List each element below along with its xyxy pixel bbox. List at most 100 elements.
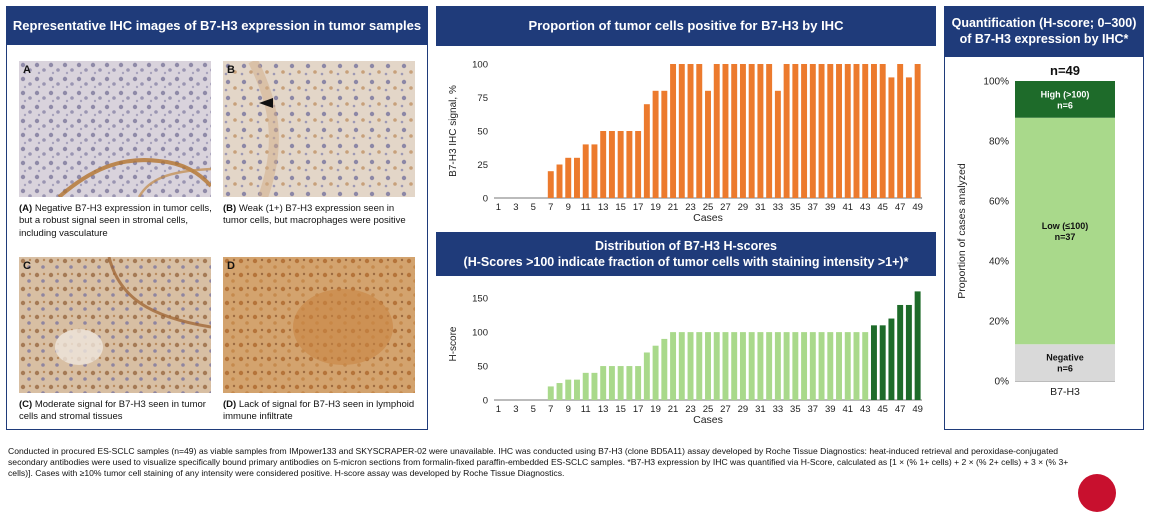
y-tick-label: 100%	[983, 77, 1009, 88]
quantification-title: Quantification (H-score; 0–300) of B7-H3…	[945, 7, 1143, 57]
ihc-image-d-graphic	[223, 257, 415, 393]
y-tick-label: 40%	[989, 257, 1009, 268]
x-tick-label: 47	[895, 202, 906, 213]
bar-case-29	[739, 332, 746, 400]
bar-case-30	[748, 332, 755, 400]
x-tick-label: 15	[615, 404, 626, 415]
y-tick-label: 0%	[995, 377, 1010, 388]
y-axis-label: B7-H3 IHC signal, %	[448, 85, 459, 177]
bar-case-24	[696, 332, 703, 400]
bar-case-23	[687, 64, 694, 198]
x-tick-label: 39	[825, 404, 836, 415]
bar-case-36	[801, 64, 808, 198]
x-tick-label: 21	[668, 202, 679, 213]
caption-text: Negative B7-H3 expression in tumor cells…	[19, 203, 212, 239]
x-axis-label: Cases	[693, 414, 723, 426]
bar-case-34	[783, 332, 790, 400]
bar-case-44	[870, 64, 877, 198]
x-tick-label: 31	[755, 202, 766, 213]
bar-case-38	[818, 64, 825, 198]
x-tick-label: 19	[650, 202, 661, 213]
x-tick-label: 11	[581, 404, 591, 415]
bar-case-46	[888, 318, 895, 400]
y-axis-label: Proportion of cases analyzed	[956, 163, 968, 299]
ihc-image-a: A	[19, 61, 211, 197]
chart2-title-text: Distribution of B7-H3 H-scores	[595, 238, 777, 253]
x-tick-label: 45	[877, 202, 888, 213]
bar-case-22	[678, 332, 685, 400]
caption-tag: (A)	[19, 203, 33, 214]
bar-case-42	[853, 332, 860, 400]
bar-case-35	[792, 64, 799, 198]
total-n-label: n=49	[1050, 63, 1080, 78]
bar-case-27	[722, 332, 729, 400]
bar-case-18	[643, 352, 650, 400]
bar-case-28	[731, 332, 738, 400]
bar-case-38	[818, 332, 825, 400]
x-tick-label: 41	[842, 404, 853, 415]
bar-case-22	[678, 64, 685, 198]
bar-case-39	[827, 64, 834, 198]
ihc-image-d: D	[223, 257, 415, 393]
bar-case-15	[617, 131, 624, 198]
bar-case-34	[783, 64, 790, 198]
bar-case-14	[608, 366, 615, 400]
bar-case-21	[670, 64, 677, 198]
bar-case-16	[626, 366, 633, 400]
x-tick-label: 45	[877, 404, 888, 415]
bar-case-28	[731, 64, 738, 198]
caption-a: (A) Negative B7-H3 expression in tumor c…	[19, 203, 215, 240]
x-tick-label: 31	[755, 404, 766, 415]
bar-case-9	[565, 157, 572, 198]
y-tick-label: 20%	[989, 317, 1009, 328]
bar-case-46	[888, 77, 895, 198]
x-tick-label: 29	[738, 404, 749, 415]
slide-number-badge	[1078, 474, 1116, 512]
x-tick-label: 5	[531, 404, 536, 415]
bar-case-18	[643, 104, 650, 198]
bar-case-13	[600, 131, 607, 198]
segment-n-label: n=6	[1057, 364, 1073, 374]
bar-case-30	[748, 64, 755, 198]
x-tick-label: 41	[842, 202, 853, 213]
bar-case-33	[774, 90, 781, 198]
segment-negative	[1015, 344, 1115, 381]
bar-case-36	[801, 332, 808, 400]
image-tag: D	[227, 260, 235, 272]
caption-text: Lack of signal for B7-H3 seen in lymphoi…	[223, 399, 415, 423]
x-tick-label: 43	[860, 202, 871, 213]
caption-text: Moderate signal for B7-H3 seen in tumor …	[19, 399, 206, 423]
ihc-image-b-graphic	[223, 61, 415, 197]
x-tick-label: 23	[685, 202, 696, 213]
bar-case-49	[914, 64, 921, 198]
x-tick-label: 27	[720, 202, 731, 213]
y-tick-label: 50	[477, 127, 488, 138]
segment-low	[1015, 117, 1115, 345]
image-tag: B	[227, 64, 235, 76]
bar-case-45	[879, 64, 886, 198]
x-tick-label: 17	[633, 404, 644, 415]
bar-case-47	[897, 64, 904, 198]
bar-case-45	[879, 325, 886, 400]
x-tick-label: 23	[685, 404, 696, 415]
chart1-title: Proportion of tumor cells positive for B…	[436, 6, 936, 46]
x-tick-label: 17	[633, 202, 644, 213]
bar-case-41	[844, 64, 851, 198]
y-tick-label: 0	[483, 194, 488, 205]
ihc-image-b: B	[223, 61, 415, 197]
bar-case-10	[574, 157, 580, 198]
y-tick-label: 80%	[989, 137, 1009, 148]
x-tick-label: 39	[825, 202, 836, 213]
bar-case-43	[862, 332, 869, 400]
bar-case-25	[705, 90, 711, 198]
x-tick-label: 3	[513, 202, 518, 213]
x-tick-label: 35	[790, 202, 801, 213]
bar-case-41	[844, 332, 851, 400]
bar-case-16	[626, 131, 633, 198]
y-tick-label: 50	[477, 362, 488, 373]
bar-case-14	[608, 131, 615, 198]
caption-tag: (B)	[223, 203, 237, 214]
x-tick-label: 35	[790, 404, 801, 415]
